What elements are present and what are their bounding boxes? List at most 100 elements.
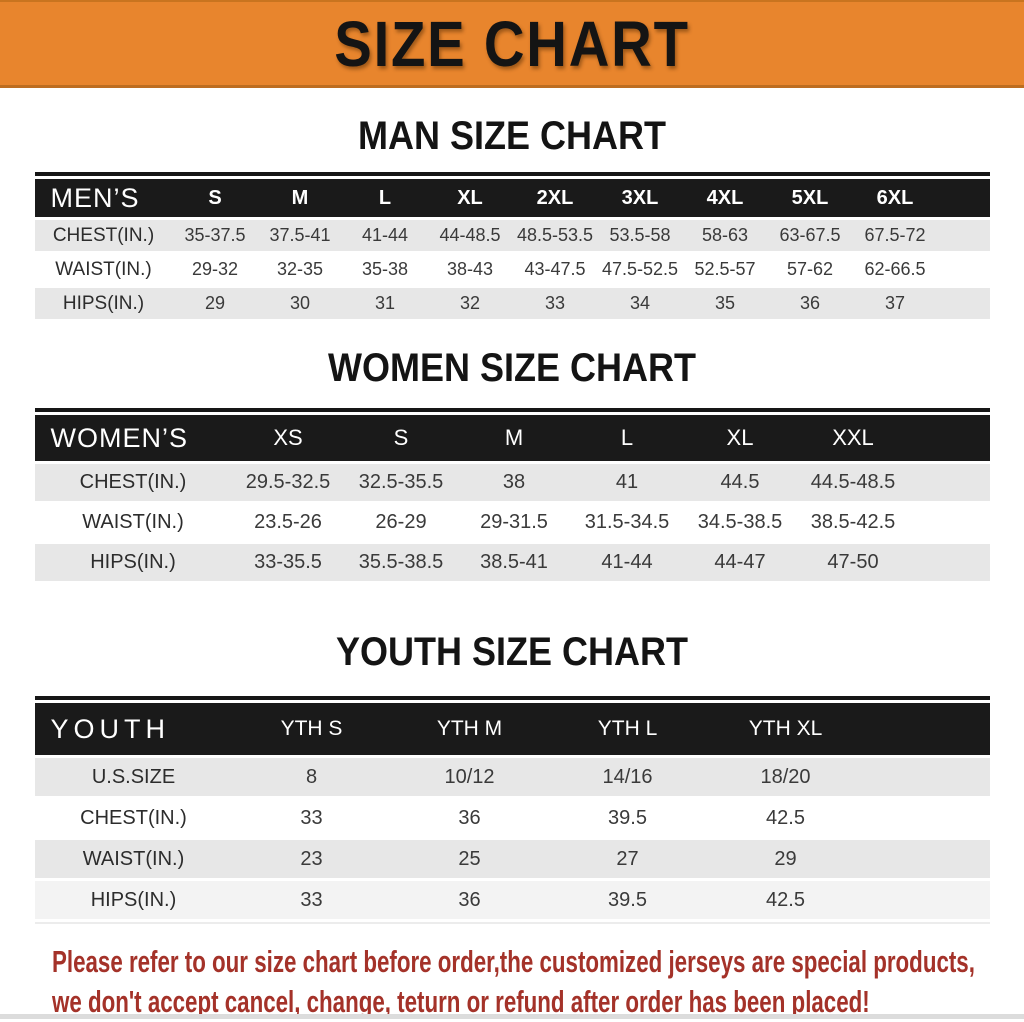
size-value-cell: 33 [232,881,391,919]
row-label: HIPS(IN.) [34,881,233,919]
spacer-cell [937,220,990,251]
size-value-cell: 39.5 [548,881,707,919]
size-value-cell: 44.5-48.5 [796,464,910,501]
size-value-cell: 31 [342,288,428,319]
women-table-label: WOMEN’S [34,415,232,461]
size-value-cell: 23.5-26 [231,504,345,541]
spacer-cell [864,758,990,796]
size-value-cell: 53.5-58 [597,220,683,251]
size-value-cell: 42.5 [706,799,865,837]
men-size-table: MEN’S S M L XL 2XL 3XL 4XL 5XL 6XL CHEST… [34,172,990,322]
size-value-cell: 41-44 [342,220,428,251]
size-value-cell: 43-47.5 [512,254,598,285]
size-value-cell: 37.5-41 [257,220,343,251]
youth-column-header: YTH L [548,703,707,755]
size-value-cell: 31.5-34.5 [570,504,684,541]
size-value-cell: 67.5-72 [852,220,938,251]
women-column-header: XL [683,415,797,461]
women-size-table: WOMEN’S XS S M L XL XXL CHEST(IN.) 29.5-… [34,408,990,584]
size-value-cell: 48.5-53.5 [512,220,598,251]
size-value-cell: 47-50 [796,544,910,581]
size-value-cell: 33-35.5 [231,544,345,581]
row-label: WAIST(IN.) [34,840,233,878]
size-value-cell: 38-43 [427,254,513,285]
row-label: U.S.SIZE [34,758,233,796]
size-value-cell: 44.5 [683,464,797,501]
youth-hips-row: HIPS(IN.) 33 36 39.5 42.5 [34,881,990,919]
size-value-cell: 10/12 [390,758,549,796]
spacer-cell [864,799,990,837]
spacer-cell [864,840,990,878]
women-hips-row: HIPS(IN.) 33-35.5 35.5-38.5 38.5-41 41-4… [34,544,990,581]
size-value-cell: 37 [852,288,938,319]
size-value-cell: 34 [597,288,683,319]
size-chart-banner: SIZE CHART [0,0,1024,88]
size-value-cell: 23 [232,840,391,878]
women-header-row: WOMEN’S XS S M L XL XXL [34,415,990,461]
youth-column-header: YTH M [390,703,549,755]
size-value-cell: 63-67.5 [767,220,853,251]
size-value-cell: 33 [232,799,391,837]
size-value-cell: 18/20 [706,758,865,796]
size-value-cell: 41 [570,464,684,501]
size-value-cell: 30 [257,288,343,319]
spacer-cell [864,703,990,755]
size-value-cell: 29-31.5 [457,504,571,541]
men-table-label: MEN’S [34,179,173,217]
row-label: CHEST(IN.) [34,464,232,501]
women-column-header: S [344,415,458,461]
men-column-header: M [257,179,343,217]
size-value-cell: 35-38 [342,254,428,285]
youth-table-label: YOUTH [34,703,233,755]
women-column-header: M [457,415,571,461]
banner-title: SIZE CHART [334,7,690,80]
size-value-cell: 44-48.5 [427,220,513,251]
size-value-cell: 25 [390,840,549,878]
spacer-cell [937,179,990,217]
women-column-header: XXL [796,415,910,461]
size-value-cell: 26-29 [344,504,458,541]
spacer-cell [937,288,990,319]
size-value-cell: 52.5-57 [682,254,768,285]
youth-column-header: YTH XL [706,703,865,755]
row-label: CHEST(IN.) [34,220,173,251]
size-value-cell: 42.5 [706,881,865,919]
size-value-cell: 58-63 [682,220,768,251]
youth-size-section: YOUTH SIZE CHART YOUTH YTH S YTH M YTH L… [0,630,1024,924]
row-label: HIPS(IN.) [34,288,173,319]
size-value-cell: 36 [390,881,549,919]
men-waist-row: WAIST(IN.) 29-32 32-35 35-38 38-43 43-47… [34,254,990,285]
size-value-cell: 35.5-38.5 [344,544,458,581]
spacer-cell [864,881,990,919]
size-value-cell: 35 [682,288,768,319]
spacer-cell [909,544,990,581]
spacer-cell [909,504,990,541]
size-value-cell: 38.5-42.5 [796,504,910,541]
youth-waist-row: WAIST(IN.) 23 25 27 29 [34,840,990,878]
disclaimer-line-2: we don't accept cancel, change, teturn o… [52,984,870,1019]
size-value-cell: 14/16 [548,758,707,796]
size-value-cell: 27 [548,840,707,878]
size-value-cell: 38 [457,464,571,501]
men-chart-heading: MAN SIZE CHART [358,114,666,158]
disclaimer-line-1: Please refer to our size chart before or… [52,944,975,979]
size-value-cell: 35-37.5 [172,220,258,251]
women-column-header: L [570,415,684,461]
men-column-header: 2XL [512,179,598,217]
size-value-cell: 36 [390,799,549,837]
women-chest-row: CHEST(IN.) 29.5-32.5 32.5-35.5 38 41 44.… [34,464,990,501]
size-value-cell: 29.5-32.5 [231,464,345,501]
size-value-cell: 62-66.5 [852,254,938,285]
size-value-cell: 33 [512,288,598,319]
size-value-cell: 39.5 [548,799,707,837]
size-value-cell: 32.5-35.5 [344,464,458,501]
size-value-cell: 34.5-38.5 [683,504,797,541]
men-column-header: 4XL [682,179,768,217]
row-label: WAIST(IN.) [34,504,232,541]
women-size-section: WOMEN SIZE CHART WOMEN’S XS S M L XL XXL [0,346,1024,584]
men-size-section: MAN SIZE CHART MEN’S S M L XL 2XL 3XL 4X… [0,114,1024,322]
size-value-cell: 36 [767,288,853,319]
bottom-divider [0,1014,1024,1019]
spacer-cell [909,464,990,501]
spacer-cell [909,415,990,461]
